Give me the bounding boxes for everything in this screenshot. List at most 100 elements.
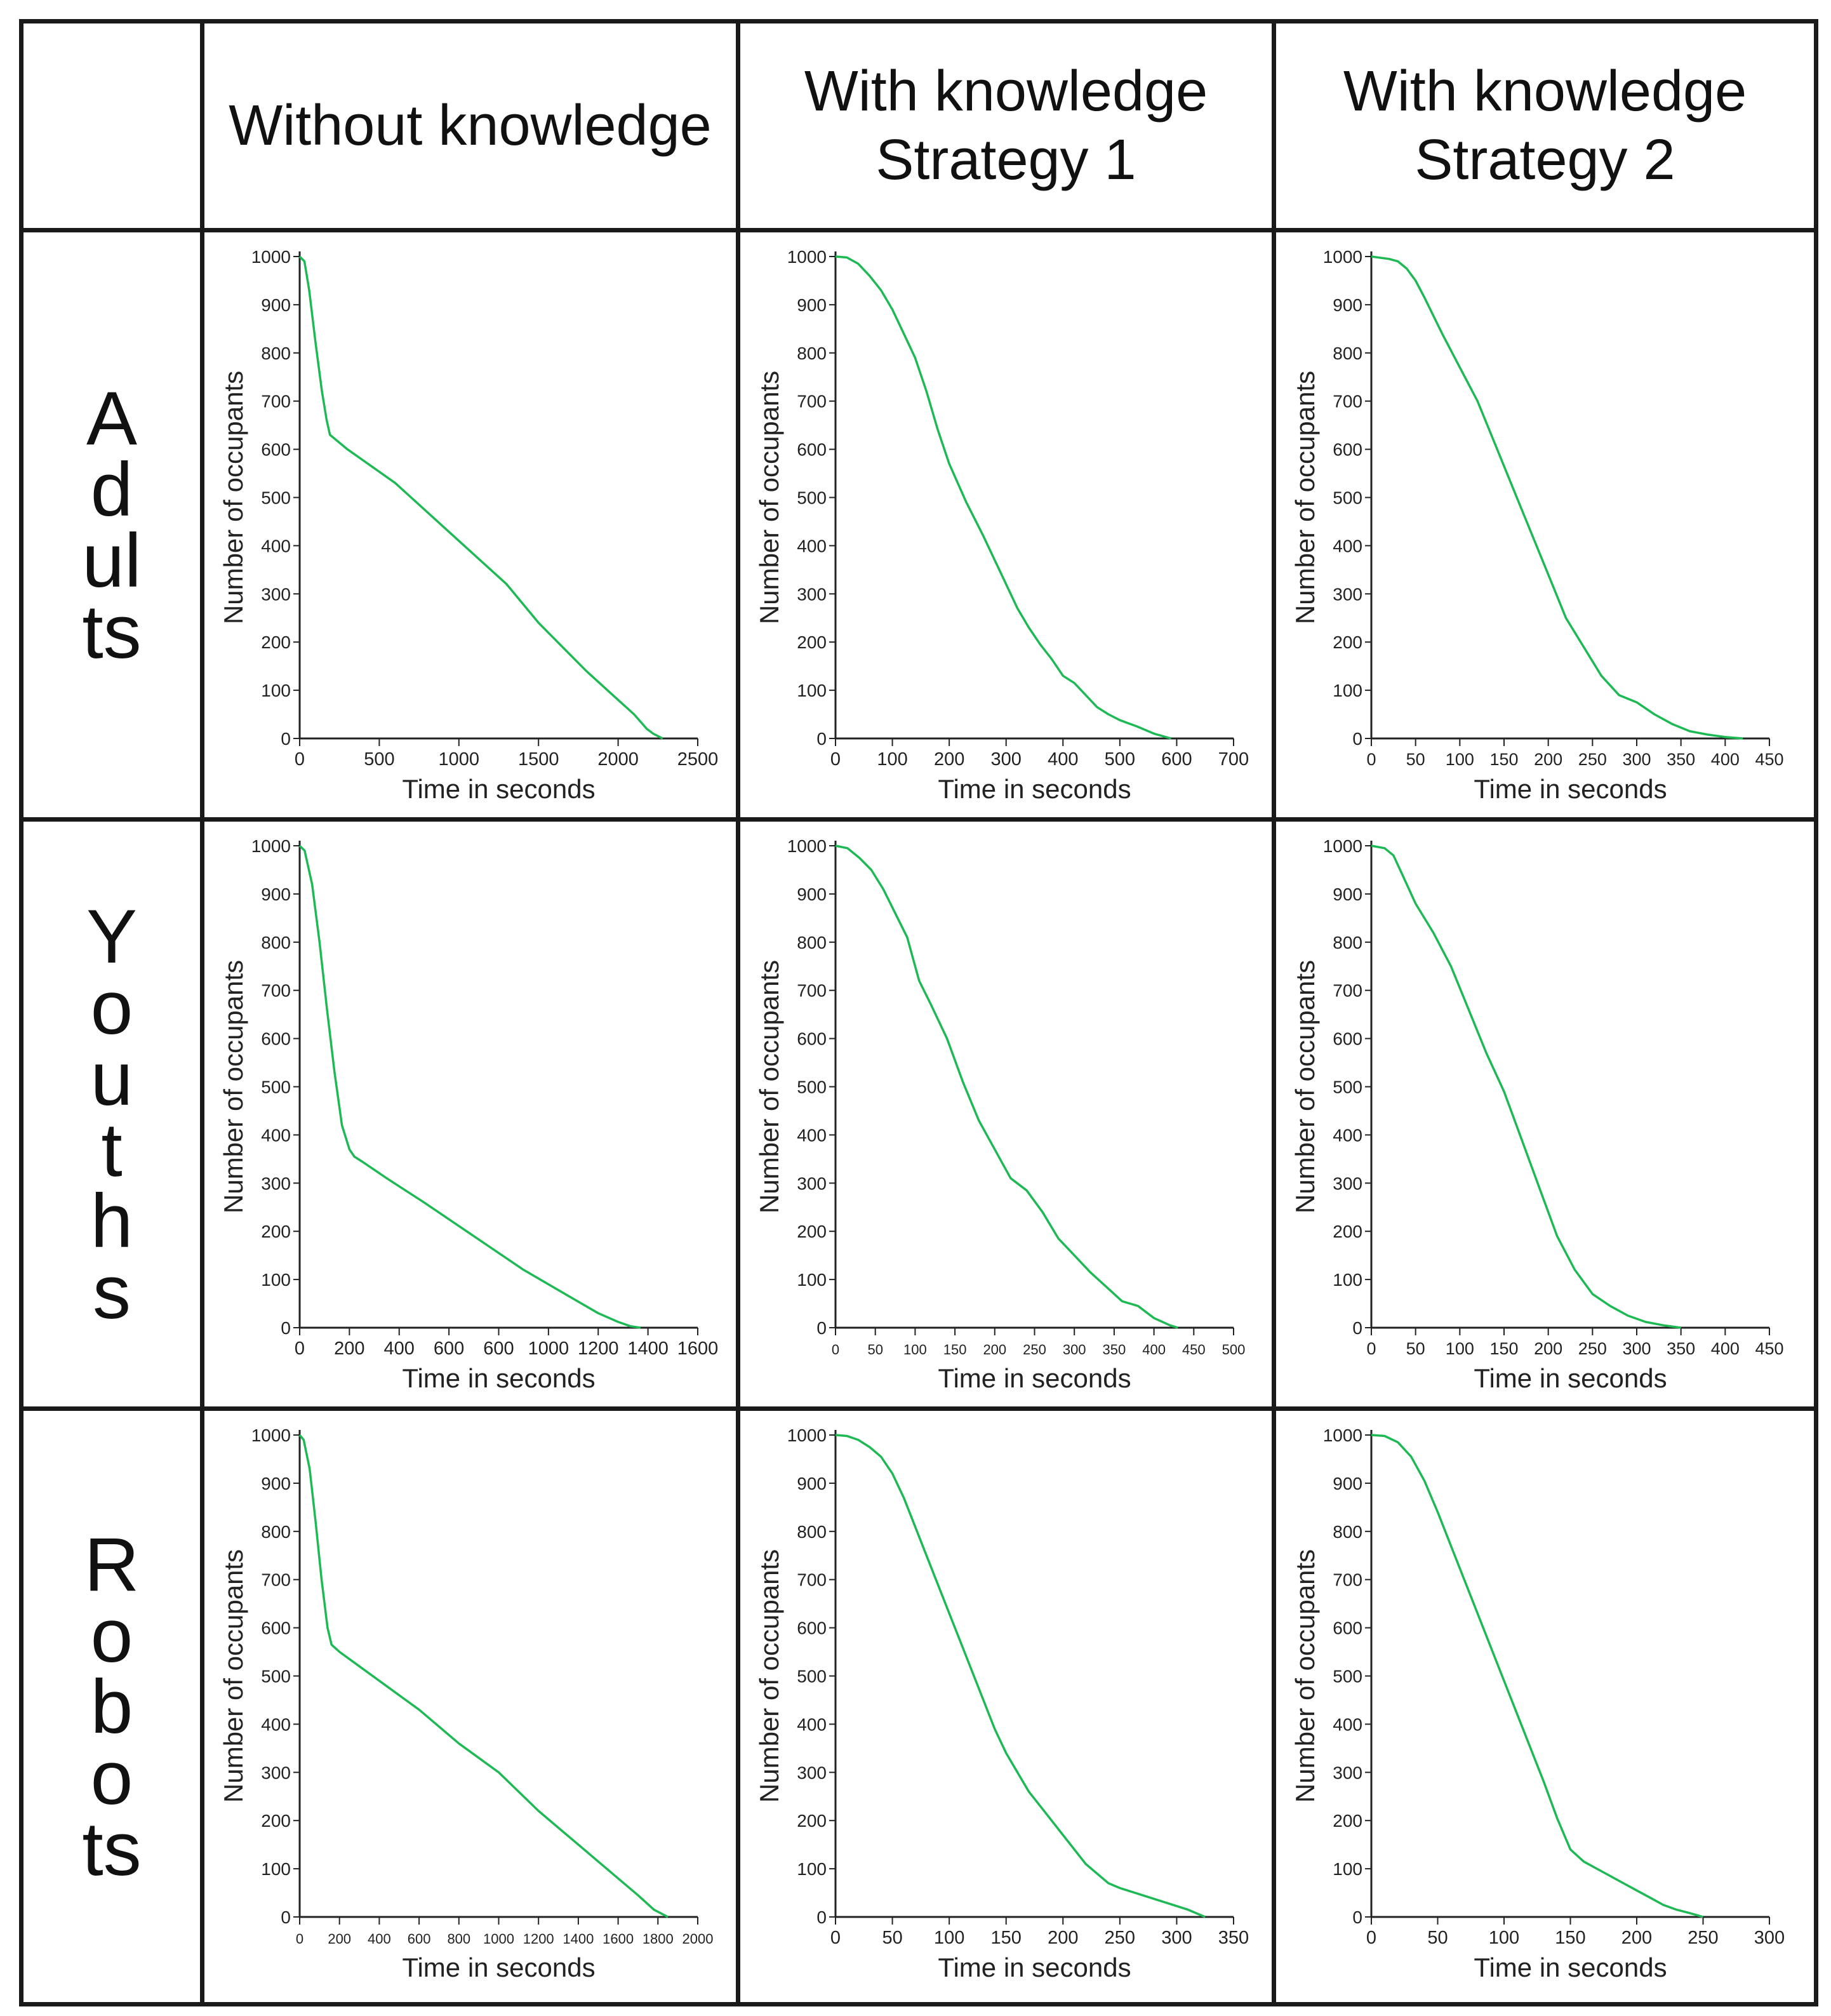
x-tick-label: 1400 [563,1931,594,1947]
y-tick-label: 1000 [251,1425,291,1445]
x-tick-label: 800 [447,1931,470,1947]
y-axis-label: Number of occupants [754,371,784,624]
x-tick-label: 200 [1534,1339,1562,1358]
x-axis-label: Time in seconds [1474,1363,1667,1393]
x-tick-label: 50 [867,1342,882,1358]
x-tick-label: 450 [1755,1339,1783,1358]
x-tick-label: 0 [832,1342,839,1358]
x-tick-label: 1000 [528,1338,569,1359]
y-tick-label: 900 [1333,1474,1362,1493]
y-tick-label: 900 [797,1474,827,1493]
x-tick-label: 1600 [677,1338,719,1359]
y-tick-label: 500 [1333,1078,1362,1097]
column-header-line2: Strategy 2 [1415,128,1675,192]
y-tick-label: 100 [261,1270,291,1290]
y-tick-label: 400 [261,1714,291,1734]
grid-divider [23,228,1814,232]
x-tick-label: 50 [1427,1928,1448,1948]
x-tick-label: 700 [1218,749,1249,770]
y-tick-label: 800 [261,344,291,363]
x-axis-label: Time in seconds [938,774,1131,804]
column-header-strategy-2: With knowledge Strategy 2 [1276,23,1814,228]
x-tick-label: 200 [934,749,964,770]
x-axis-label: Time in seconds [402,1363,595,1393]
series-line [1371,1434,1703,1918]
y-tick-label: 800 [1333,344,1362,363]
x-tick-label: 200 [328,1931,351,1947]
column-header-line1: With knowledge [1343,60,1747,123]
x-tick-label: 2000 [682,1931,714,1947]
y-tick-label: 700 [1333,392,1362,411]
x-tick-label: 1200 [523,1931,554,1947]
y-tick-label: 100 [797,1270,827,1290]
y-tick-label: 500 [1333,1667,1362,1686]
series-line [298,844,641,1329]
x-tick-label: 500 [364,749,394,770]
series-line [835,255,1171,740]
column-header-without-knowledge: Without knowledge [204,23,736,228]
x-tick-label: 350 [1667,750,1695,769]
y-tick-label: 0 [816,729,827,749]
series-line [298,255,663,740]
x-axis-label: Time in seconds [1474,1953,1667,1982]
y-tick-label: 300 [797,584,827,604]
y-tick-label: 200 [797,1222,827,1241]
x-tick-label: 200 [1048,1928,1078,1948]
y-tick-label: 400 [261,536,291,556]
x-tick-label: 150 [1489,1339,1518,1358]
x-tick-label: 1400 [627,1338,669,1359]
grid-divider [200,23,204,2002]
x-tick-label: 100 [877,749,907,770]
x-tick-label: 1500 [518,749,559,770]
y-tick-label: 200 [1333,1222,1362,1241]
series-line [1371,255,1743,740]
x-tick-label: 0 [1366,750,1376,769]
y-tick-label: 200 [1333,632,1362,652]
x-tick-label: 250 [1105,1928,1135,1948]
y-tick-label: 800 [261,1522,291,1542]
y-tick-label: 400 [261,1125,291,1145]
y-axis-label: Number of occupants [754,960,784,1213]
x-tick-label: 600 [1161,749,1192,770]
x-tick-label: 250 [1023,1342,1046,1358]
y-tick-label: 0 [281,1318,291,1338]
y-tick-label: 0 [1352,729,1362,749]
y-tick-label: 600 [261,1619,291,1638]
x-axis-label: Time in seconds [402,774,595,804]
x-tick-label: 350 [1667,1339,1695,1358]
y-tick-label: 400 [1333,1714,1362,1734]
chart-adults-strategy-2: 0 100 200 300 400 500 600 700 800 900 1000 0 50 100 15… [1290,247,1784,804]
x-tick-label: 0 [296,1931,303,1947]
x-tick-label: 350 [1218,1928,1249,1948]
y-tick-label: 700 [1333,981,1362,1001]
x-tick-label: 150 [1555,1928,1585,1948]
y-tick-label: 900 [797,295,827,315]
y-tick-label: 1000 [251,247,291,267]
chart-youths-strategy-2: 0 100 200 300 400 500 600 700 800 900 1000 0 50 100 15… [1290,836,1784,1393]
y-tick-label: 700 [261,392,291,411]
y-tick-label: 200 [261,632,291,652]
y-tick-label: 300 [1333,1763,1362,1782]
y-tick-label: 1000 [1323,1425,1362,1445]
x-tick-label: 300 [1622,750,1651,769]
x-tick-label: 0 [1366,1928,1376,1948]
y-tick-label: 600 [797,440,827,460]
y-axis-label: Number of occupants [218,960,248,1213]
grid-divider [736,23,740,2002]
results-grid: Without knowledge With knowledge Strateg… [19,19,1818,2006]
x-tick-label: 400 [1711,1339,1740,1358]
series-line [835,1434,1206,1918]
x-tick-label: 0 [295,749,305,770]
y-tick-label: 200 [261,1811,291,1831]
x-tick-label: 0 [830,749,841,770]
y-tick-label: 700 [797,981,827,1001]
y-tick-label: 300 [261,1763,291,1782]
y-tick-label: 500 [797,488,827,508]
y-axis-label: Number of occupants [1290,960,1320,1213]
x-tick-label: 1600 [603,1931,634,1947]
y-tick-label: 500 [261,1078,291,1097]
y-tick-label: 300 [1333,1173,1362,1193]
y-tick-label: 700 [261,981,291,1001]
y-tick-label: 800 [797,1522,827,1542]
x-tick-label: 50 [1406,750,1425,769]
